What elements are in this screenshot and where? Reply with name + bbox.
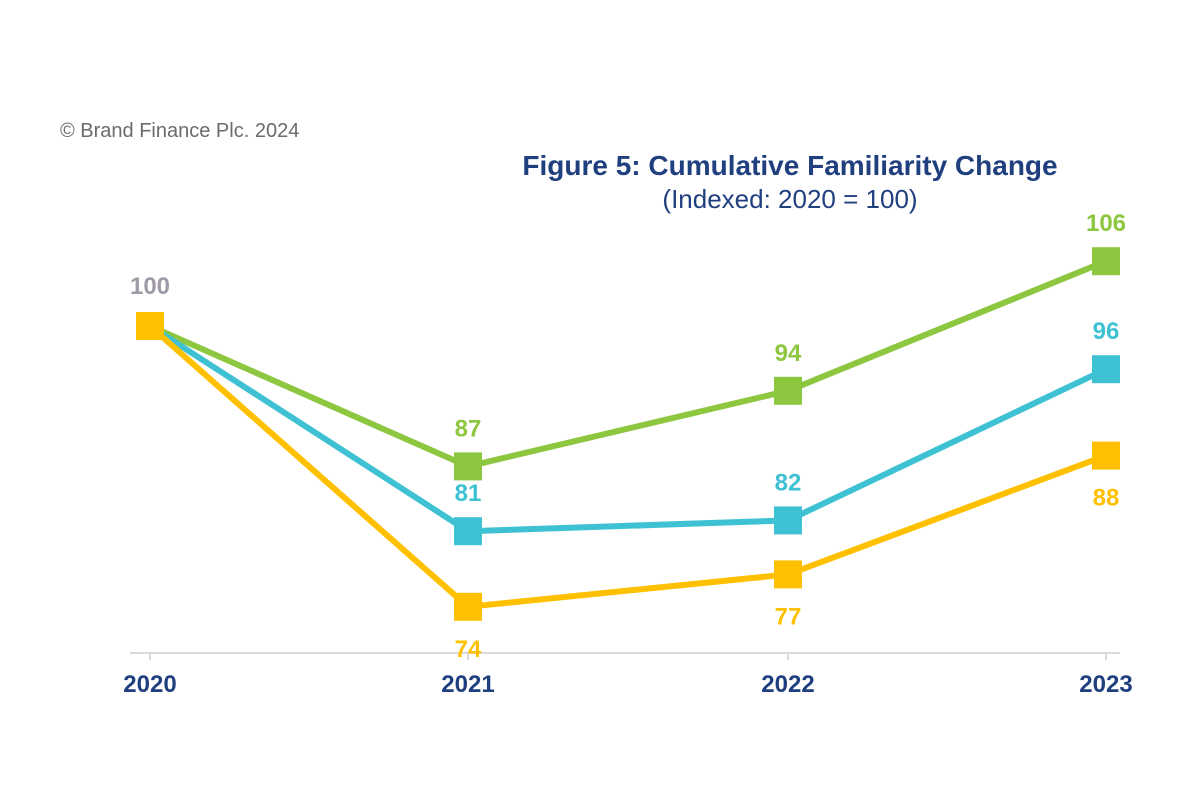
chart-title: Figure 5: Cumulative Familiarity Change <box>522 150 1058 181</box>
data-point-marker <box>1092 355 1120 384</box>
data-label: 88 <box>1093 485 1120 512</box>
data-point-marker <box>454 517 482 546</box>
x-tick-label: 2022 <box>761 671 814 698</box>
data-point-marker <box>1092 441 1120 470</box>
x-tick-label: 2020 <box>123 671 176 698</box>
copyright-text: © Brand Finance Plc. 2024 <box>60 120 300 142</box>
data-label: 87 <box>455 415 482 442</box>
data-point-marker <box>774 376 802 405</box>
data-label: 106 <box>1086 210 1126 237</box>
data-label-start: 100 <box>130 273 170 300</box>
series-line <box>148 323 1108 610</box>
data-label: 96 <box>1093 318 1120 345</box>
data-point-marker <box>774 560 802 589</box>
series-line <box>148 323 1108 535</box>
data-point-marker <box>136 312 164 340</box>
x-tick-label: 2021 <box>441 671 494 698</box>
chart-subtitle: (Indexed: 2020 = 100) <box>662 184 918 214</box>
data-label: 94 <box>775 340 802 367</box>
data-label: 81 <box>455 480 482 507</box>
data-point-marker <box>774 506 802 535</box>
data-label: 77 <box>775 603 802 630</box>
x-tick-label: 2023 <box>1079 671 1132 698</box>
data-point-marker <box>454 592 482 621</box>
data-point-marker <box>454 452 482 481</box>
data-label: 74 <box>455 636 482 663</box>
data-point-marker <box>1092 247 1120 276</box>
data-label: 82 <box>775 469 802 496</box>
series-line <box>148 258 1108 470</box>
